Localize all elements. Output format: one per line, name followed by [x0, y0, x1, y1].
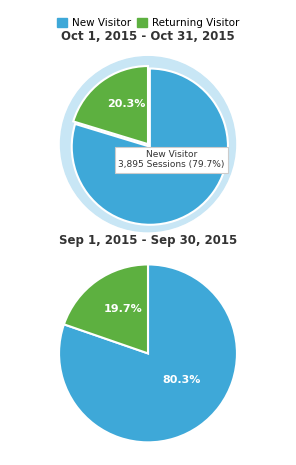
Wedge shape: [59, 265, 237, 442]
Text: New Visitor
3,895 Sessions (79.7%): New Visitor 3,895 Sessions (79.7%): [118, 150, 225, 169]
Title: Sep 1, 2015 - Sep 30, 2015: Sep 1, 2015 - Sep 30, 2015: [59, 234, 237, 247]
Text: 20.3%: 20.3%: [107, 99, 145, 108]
Title: Oct 1, 2015 - Oct 31, 2015: Oct 1, 2015 - Oct 31, 2015: [61, 30, 235, 43]
Text: 19.7%: 19.7%: [104, 304, 142, 314]
Circle shape: [60, 57, 236, 232]
Wedge shape: [72, 68, 228, 225]
Text: 80.3%: 80.3%: [163, 375, 201, 385]
Wedge shape: [73, 66, 148, 144]
Wedge shape: [64, 265, 148, 353]
Legend: New Visitor, Returning Visitor: New Visitor, Returning Visitor: [53, 14, 243, 33]
